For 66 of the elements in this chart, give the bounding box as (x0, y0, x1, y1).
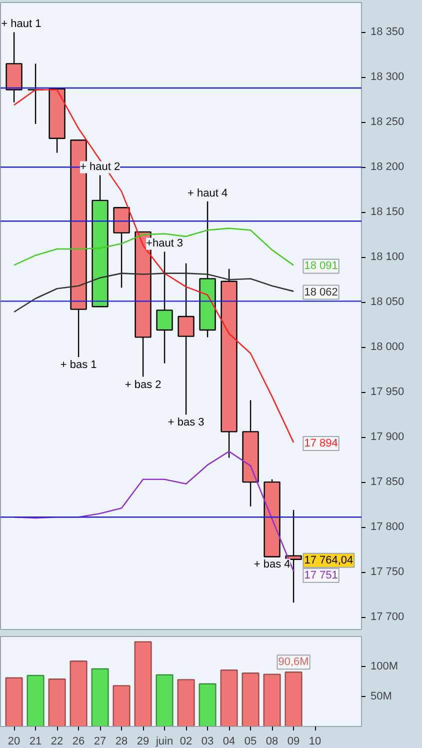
line-series (13, 450, 294, 572)
y-tick-label: 17 950 (370, 386, 404, 398)
bar (134, 641, 152, 726)
x-tick-label: 21 (29, 736, 42, 748)
bar (112, 685, 130, 726)
bar (156, 674, 174, 726)
y-tick-label: 100M (370, 660, 398, 672)
line-series (13, 89, 294, 444)
y-tick-label: 18 150 (370, 206, 404, 218)
x-tick-label: juin (154, 736, 174, 748)
y-tick-label: 17 800 (370, 521, 404, 534)
bar (48, 678, 66, 726)
y-tick-label: 18 250 (370, 116, 404, 128)
y-tick-label: 18 100 (370, 251, 404, 264)
y-tick-label: 50M (370, 690, 392, 702)
annotation: + bas 3 (168, 416, 204, 429)
data-label: 18 062 (304, 286, 338, 298)
annotation: + bas 2 (124, 378, 162, 391)
annotation: + haut 2 (80, 161, 120, 174)
x-tick-label: 28 (115, 736, 128, 748)
candlestick (156, 251, 173, 364)
data-label: 17 751 (304, 569, 338, 582)
bar (220, 670, 238, 726)
y-tick-label: 18 350 (370, 26, 404, 38)
annotation: + haut 1 (1, 18, 42, 30)
annotation: + bas 4 (254, 558, 290, 571)
y-tick-label: 17 850 (370, 476, 404, 488)
data-label: 17 894 (304, 437, 338, 450)
bar (263, 674, 281, 726)
annotation: +haut 3 (146, 238, 184, 250)
x-tick-label: 29 (136, 736, 150, 748)
bar (70, 660, 88, 726)
x-tick-label: 26 (72, 736, 85, 748)
y-tick-label: 18 000 (370, 341, 404, 354)
x-tick-label: 03 (201, 736, 214, 748)
bar (177, 679, 195, 726)
bar (91, 668, 109, 726)
candlestick (178, 262, 194, 416)
y-tick-label: 17 750 (370, 566, 404, 578)
annotation: + haut 4 (188, 187, 228, 200)
y-tick-label: 17 900 (370, 431, 404, 444)
bar (198, 683, 216, 726)
bar (242, 672, 260, 726)
data-label: 90,6M (278, 656, 309, 668)
annotation: + bas 1 (60, 358, 97, 371)
x-tick-label: 20 (8, 736, 20, 748)
annotation: 17 764,04 (304, 554, 354, 566)
y-tick-label: 17 700 (370, 611, 404, 624)
x-tick-label: 22 (50, 736, 64, 748)
data-label: 18 091 (304, 260, 338, 272)
x-tick-label: 09 (287, 736, 300, 748)
line-series (13, 228, 294, 266)
x-tick-label: 08 (266, 736, 278, 748)
y-tick-label: 18 300 (370, 71, 404, 84)
y-tick-label: 18 200 (370, 161, 404, 174)
x-tick-label: 27 (94, 736, 106, 748)
y-tick-label: 18 050 (370, 296, 404, 308)
x-tick-label: 10 (308, 736, 322, 748)
bar (26, 674, 44, 726)
x-tick-label: 02 (180, 736, 192, 748)
line-series (13, 272, 294, 313)
x-tick-label: 04 (222, 736, 236, 748)
candlestick (285, 509, 302, 604)
x-tick-label: 05 (244, 736, 257, 748)
bar (284, 672, 302, 726)
bar (5, 677, 23, 726)
